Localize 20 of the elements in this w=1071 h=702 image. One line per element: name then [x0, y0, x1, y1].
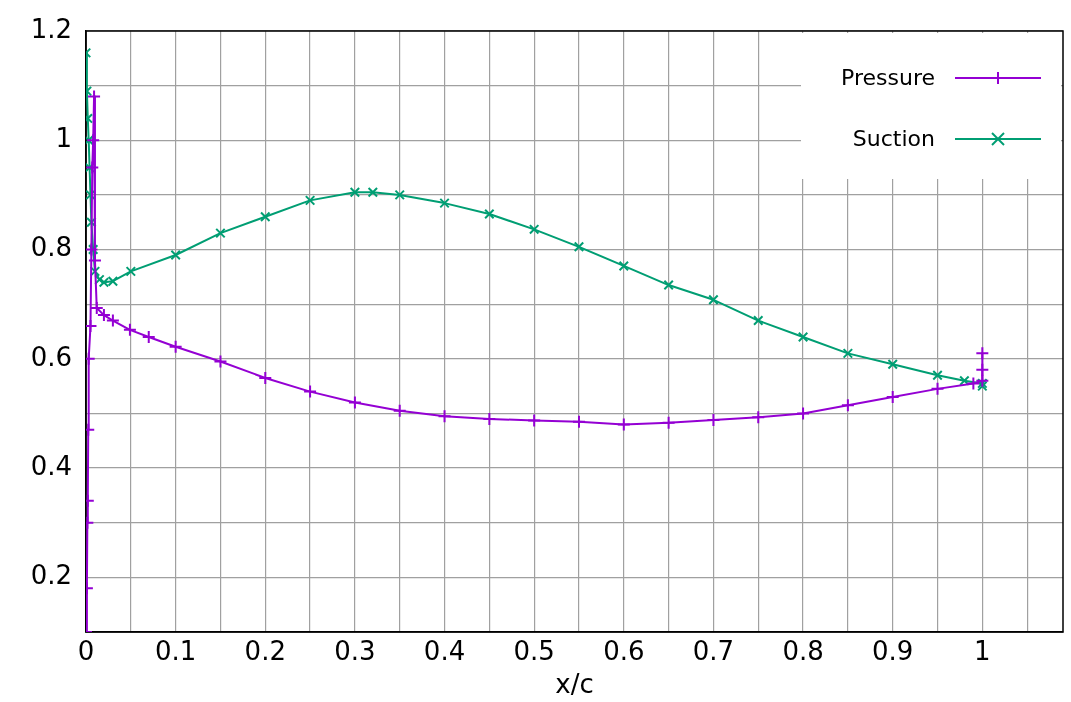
x-tick-label: 0.8: [782, 636, 824, 667]
y-tick-label: 0.2: [30, 560, 72, 591]
x-tick-label: 0.7: [692, 636, 735, 667]
x-tick-label: 1: [974, 636, 991, 667]
x-tick-label: 0.9: [872, 636, 914, 667]
x-tick-label: 0.1: [154, 636, 197, 667]
x-axis-title: x/c: [555, 669, 594, 700]
y-tick-label: 0.4: [30, 450, 72, 481]
x-tick-label: 0.2: [244, 636, 286, 667]
y-tick-label: 1.2: [30, 13, 72, 44]
y-tick-label: 0.6: [30, 341, 72, 372]
x-tick-label: 0.3: [334, 636, 376, 667]
x-tick-label: 0.5: [513, 636, 555, 667]
legend-label: Suction: [852, 126, 935, 151]
y-tick-label: 0.8: [30, 232, 72, 263]
y-tick-label: 1: [55, 123, 72, 154]
x-tick-label: 0.4: [423, 636, 466, 667]
x-tick-label: 0.6: [603, 636, 645, 667]
legend-label: Pressure: [841, 65, 935, 90]
x-tick-label: 0: [77, 636, 95, 667]
